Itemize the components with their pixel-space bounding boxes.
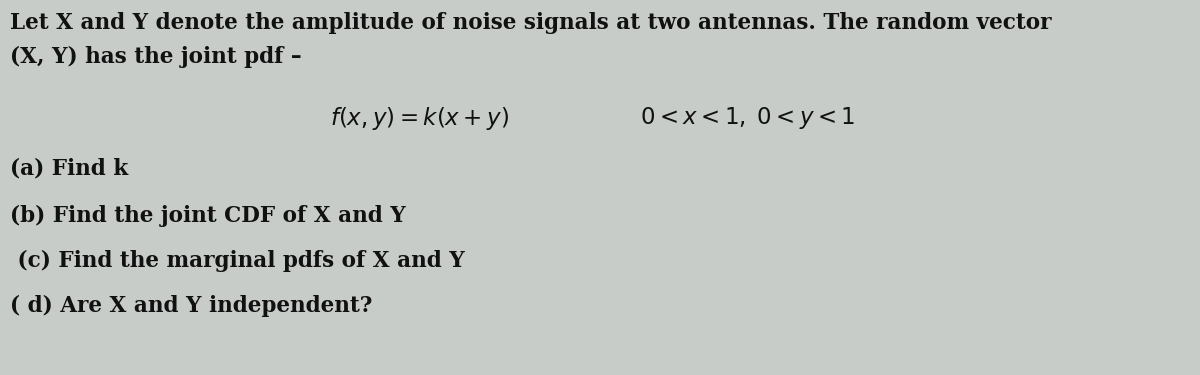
Text: (X, Y) has the joint pdf –: (X, Y) has the joint pdf – <box>10 46 301 68</box>
Text: (b) Find the joint CDF of X and Y: (b) Find the joint CDF of X and Y <box>10 205 406 227</box>
Text: (a) Find k: (a) Find k <box>10 158 128 180</box>
Text: (c) Find the marginal pdfs of X and Y: (c) Find the marginal pdfs of X and Y <box>10 250 464 272</box>
Text: $0 < x <1,\; 0 < y < 1$: $0 < x <1,\; 0 < y < 1$ <box>640 105 856 131</box>
Text: Let X and Y denote the amplitude of noise signals at two antennas. The random ve: Let X and Y denote the amplitude of nois… <box>10 12 1051 34</box>
Text: $f(x, y) = k(x + y)$: $f(x, y) = k(x + y)$ <box>330 105 509 132</box>
Text: ( d) Are X and Y independent?: ( d) Are X and Y independent? <box>10 295 372 317</box>
